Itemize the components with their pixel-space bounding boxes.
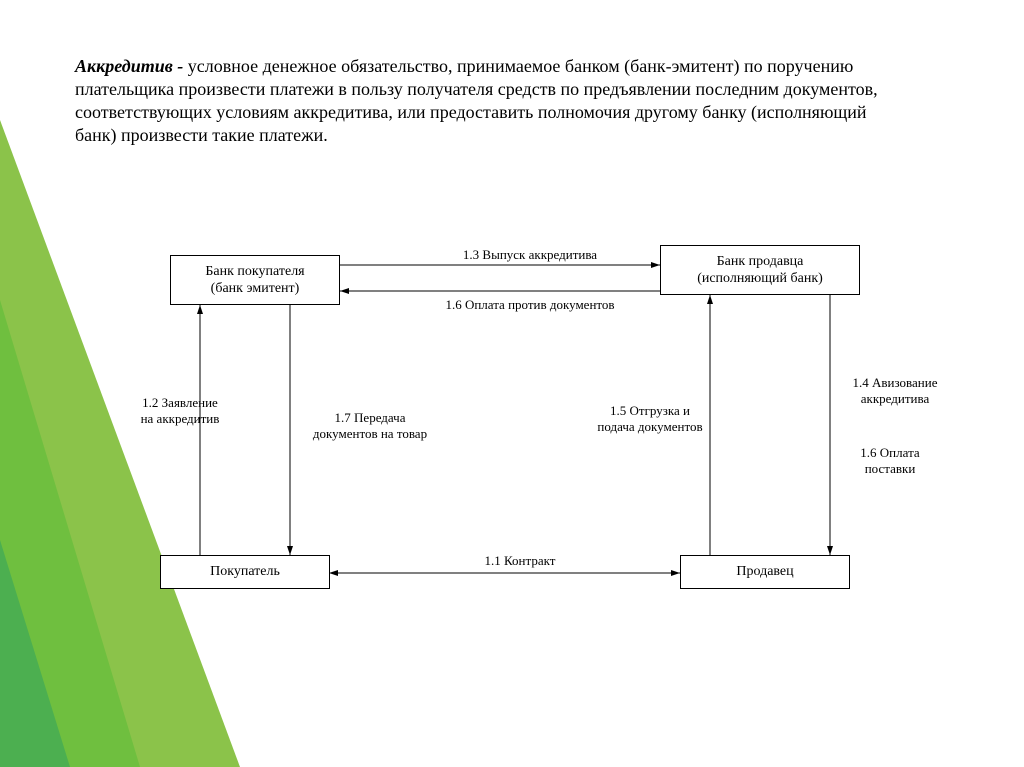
node-seller-bank-line2: (исполняющий банк) xyxy=(697,270,823,288)
edge-label-1-6: 1.6 Оплата против документов xyxy=(410,297,650,313)
definition-text: условное денежное обязательство, принима… xyxy=(75,56,878,145)
node-buyer-bank: Банк покупателя (банк эмитент) xyxy=(170,255,340,305)
edge-label-1-3: 1.3 Выпуск аккредитива xyxy=(430,247,630,263)
flow-diagram: Банк покупателя (банк эмитент) Банк прод… xyxy=(130,235,910,635)
node-buyer-bank-line1: Банк покупателя xyxy=(205,263,304,281)
node-buyer-bank-line2: (банк эмитент) xyxy=(211,280,300,298)
edge-label-1-6b: 1.6 Оплатапоставки xyxy=(835,445,945,476)
edge-label-1-1: 1.1 Контракт xyxy=(460,553,580,569)
node-seller-line1: Продавец xyxy=(736,563,793,581)
edge-label-1-2: 1.2 Заявлениена аккредитив xyxy=(120,395,240,426)
edge-label-1-5: 1.5 Отгрузка иподача документов xyxy=(570,403,730,434)
edge-label-1-7: 1.7 Передачадокументов на товар xyxy=(295,410,445,441)
definition-paragraph: Аккредитив - условное денежное обязатель… xyxy=(75,55,905,147)
node-buyer-line1: Покупатель xyxy=(210,563,280,581)
definition-term: Аккредитив - xyxy=(75,56,183,76)
node-buyer: Покупатель xyxy=(160,555,330,589)
node-seller-bank-line1: Банк продавца xyxy=(717,253,804,271)
node-seller-bank: Банк продавца (исполняющий банк) xyxy=(660,245,860,295)
edge-label-1-4: 1.4 Авизованиеаккредитива xyxy=(835,375,955,406)
node-seller: Продавец xyxy=(680,555,850,589)
